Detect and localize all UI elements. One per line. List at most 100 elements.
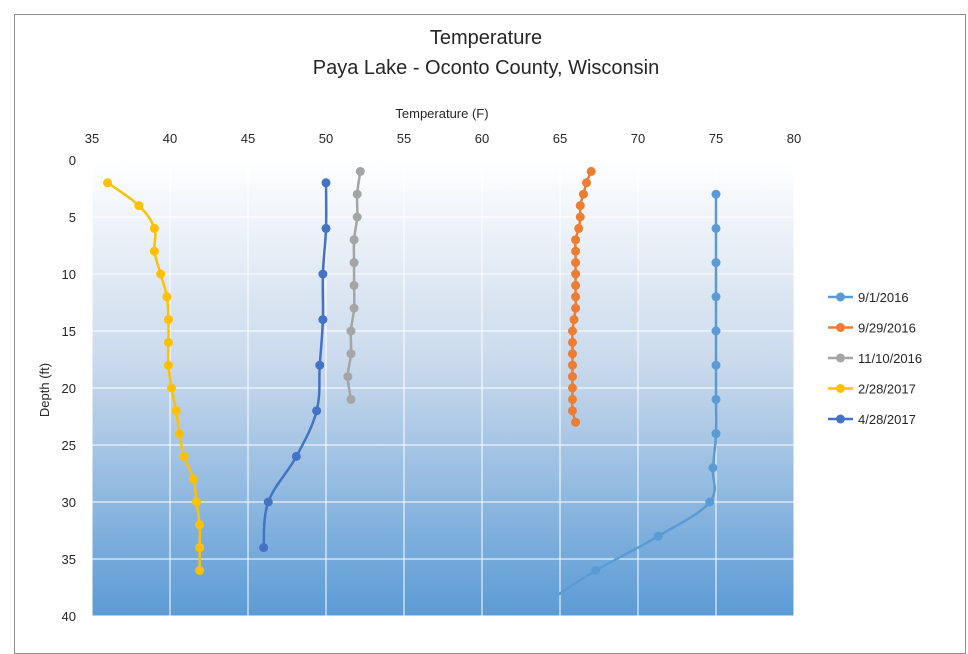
y-tick-label: 35 [62, 552, 76, 567]
data-point [156, 269, 166, 279]
data-point [149, 223, 159, 233]
legend: 9/1/2016 9/29/2016 11/10/2016 2/28/2017 4/28… [828, 290, 922, 427]
data-point [586, 166, 596, 176]
x-tick-label: 75 [709, 131, 723, 146]
data-point [346, 394, 356, 404]
data-point [163, 360, 173, 370]
legend-label: 11/10/2016 [858, 351, 922, 366]
y-tick-label: 30 [62, 495, 76, 510]
data-point [259, 543, 269, 553]
data-point [163, 315, 173, 325]
data-point [567, 383, 577, 393]
legend-item: 9/29/2016 [828, 321, 916, 336]
legend-marker [836, 353, 845, 363]
data-point [571, 258, 581, 268]
data-point [343, 372, 353, 382]
data-point [291, 451, 301, 461]
gridlines [91, 159, 795, 617]
data-point [318, 269, 328, 279]
legend-item: 9/1/2016 [828, 290, 909, 305]
data-point [149, 246, 159, 256]
x-tick-label: 70 [631, 131, 645, 146]
data-point [355, 166, 365, 176]
data-point [163, 337, 173, 347]
x-tick-labels: 35 40 45 50 55 60 65 70 75 80 [85, 131, 801, 146]
data-point [346, 326, 356, 336]
data-point [582, 178, 592, 188]
data-point [349, 235, 359, 245]
legend-item: 2/28/2017 [828, 382, 916, 397]
data-point [571, 269, 581, 279]
x-tick-label: 80 [787, 131, 801, 146]
y-tick-labels: 0 5 10 15 20 25 30 35 40 [62, 153, 76, 624]
data-point [711, 326, 721, 336]
x-axis-label: Temperature (F) [395, 106, 488, 121]
data-point [578, 189, 588, 199]
data-point [571, 292, 581, 302]
legend-marker [836, 384, 845, 393]
data-point [567, 360, 577, 370]
data-point [134, 201, 144, 211]
data-point [567, 372, 577, 382]
y-tick-label: 15 [62, 324, 76, 339]
data-point [711, 189, 721, 199]
series-3 [103, 178, 205, 575]
data-point [574, 223, 584, 233]
series-4 [259, 178, 331, 553]
data-point [575, 201, 585, 211]
y-tick-label: 5 [69, 210, 76, 225]
data-point [711, 292, 721, 302]
data-point [321, 178, 331, 188]
data-point [711, 258, 721, 268]
data-point [571, 303, 581, 313]
data-point [195, 543, 205, 553]
y-tick-label: 20 [62, 381, 76, 396]
x-tick-label: 40 [163, 131, 177, 146]
y-tick-label: 0 [69, 153, 76, 168]
data-point [567, 326, 577, 336]
data-point [571, 235, 581, 245]
data-point [571, 417, 581, 427]
data-point [192, 497, 202, 507]
data-point [195, 520, 205, 530]
x-tick-label: 50 [319, 131, 333, 146]
data-point [315, 360, 325, 370]
series-0 [556, 189, 721, 597]
data-point [711, 223, 721, 233]
data-point [352, 189, 362, 199]
data-point [711, 429, 721, 439]
data-point [575, 212, 585, 222]
legend-label: 4/28/2017 [858, 412, 916, 427]
chart-area: Temperature Paya Lake - Oconto County, W… [37, 27, 922, 624]
chart-subtitle: Paya Lake - Oconto County, Wisconsin [313, 57, 659, 79]
legend-marker [836, 323, 845, 332]
data-point [591, 565, 601, 575]
data-point [567, 406, 577, 416]
data-point [171, 406, 181, 416]
data-point [174, 429, 184, 439]
x-tick-label: 60 [475, 131, 489, 146]
chart-title: Temperature [430, 27, 542, 49]
y-tick-label: 10 [62, 267, 76, 282]
data-point [318, 315, 328, 325]
y-axis-label: Depth (ft) [37, 363, 52, 417]
y-tick-label: 40 [62, 609, 76, 624]
data-point [705, 497, 715, 507]
series-1 [567, 166, 596, 427]
data-point [567, 349, 577, 359]
series-layer [103, 166, 721, 597]
data-point [349, 280, 359, 290]
legend-label: 9/1/2016 [858, 290, 909, 305]
data-point [569, 315, 579, 325]
data-point [179, 451, 189, 461]
data-point [346, 349, 356, 359]
y-tick-label: 25 [62, 438, 76, 453]
data-point [167, 383, 177, 393]
series-2 [343, 166, 365, 404]
data-point [711, 394, 721, 404]
data-point [195, 565, 205, 575]
data-point [321, 223, 331, 233]
data-point [103, 178, 113, 188]
data-point [349, 303, 359, 313]
data-point [263, 497, 273, 507]
